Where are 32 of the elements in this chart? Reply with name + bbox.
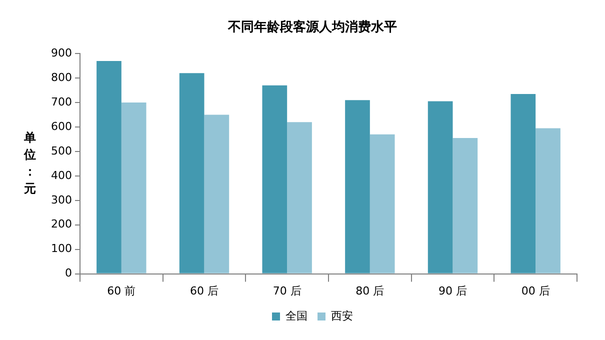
bar [345, 100, 370, 274]
bar [96, 60, 122, 274]
y-tick-label: 600 [50, 120, 72, 133]
x-tick-label: 60 前 [107, 284, 136, 298]
bar [536, 128, 560, 274]
y-tick-label: 900 [50, 46, 72, 60]
bar [452, 138, 478, 274]
chart-title: 不同年龄段客源人均消费水平 [227, 19, 397, 36]
legend-label: 全国 [286, 309, 308, 322]
bar [121, 102, 146, 274]
bar [204, 114, 230, 274]
bar [510, 94, 536, 274]
bar [370, 134, 395, 274]
y-tick-label: 200 [50, 218, 72, 231]
bar [287, 122, 312, 274]
y-tick-label: 400 [50, 168, 72, 182]
bar [262, 85, 288, 274]
x-tick-label: 60 后 [190, 284, 218, 298]
y-tick-label: 800 [50, 70, 72, 84]
y-tick-label: 700 [50, 95, 72, 108]
x-tick-label: 00 后 [521, 284, 550, 298]
y-axis-title: 单位：元 [23, 130, 36, 196]
bar [428, 101, 453, 274]
x-tick-label: 90 后 [438, 284, 467, 298]
legend-label: 西安 [331, 309, 353, 322]
bar [179, 73, 204, 274]
y-tick-label: 100 [50, 242, 72, 256]
y-tick-label: 300 [50, 193, 72, 206]
y-tick-label: 500 [50, 144, 72, 158]
y-tick-label: 0 [64, 266, 72, 280]
x-tick-label: 70 后 [272, 284, 302, 298]
x-tick-label: 80 后 [356, 284, 384, 298]
